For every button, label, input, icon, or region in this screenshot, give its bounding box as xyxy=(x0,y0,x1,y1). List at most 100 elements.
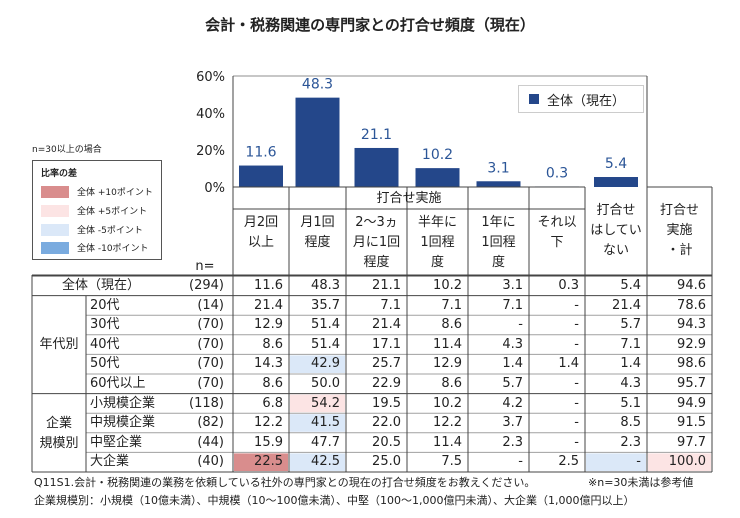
table-cell: 5.7 xyxy=(620,317,641,333)
table-cell: 12.9 xyxy=(254,317,283,333)
table-cell: 10.2 xyxy=(433,278,462,293)
bar-value-label: 10.2 xyxy=(422,147,453,163)
table-cell: 7.5 xyxy=(441,454,462,470)
table-cell: 94.3 xyxy=(677,317,706,333)
table-cell: 25.7 xyxy=(372,356,401,372)
table-cell: 41.5 xyxy=(311,415,340,431)
table-cell: 17.1 xyxy=(372,336,401,352)
table-cell: 94.9 xyxy=(677,395,706,411)
bar-value-label: 0.3 xyxy=(546,165,568,181)
table-cell: 6.8 xyxy=(262,395,283,411)
legend-swatch xyxy=(529,94,539,104)
table-cell: 8.5 xyxy=(620,415,641,431)
table-cell: 20.5 xyxy=(372,434,401,450)
swatch-minus5 xyxy=(41,223,69,236)
column-header: ない xyxy=(602,243,629,258)
table-cell: 3.1 xyxy=(502,278,523,293)
table-cell: - xyxy=(574,415,579,431)
bar xyxy=(415,168,460,187)
table-cell: - xyxy=(518,454,523,470)
table-cell: 1.4 xyxy=(558,356,579,372)
table-cell: 47.7 xyxy=(311,434,340,450)
highlight-cell xyxy=(234,453,288,471)
table-cell: 51.4 xyxy=(311,317,340,333)
table-cell: 22.9 xyxy=(372,376,401,391)
table-cell: 11.6 xyxy=(254,278,283,293)
company-size-footnote: 企業規模別：小規模（10億未満）、中規模（10～100億未満）、中堅（100～1… xyxy=(34,494,635,507)
table-cell: 35.7 xyxy=(311,297,340,313)
table-cell: 7.1 xyxy=(441,297,462,313)
table-cell: 8.6 xyxy=(441,376,462,391)
difference-legend-item: 全体 +10ポイント xyxy=(41,185,153,198)
bar-value-label: 11.6 xyxy=(245,145,276,161)
table-cell: 14.3 xyxy=(254,356,283,372)
row-n: (40) xyxy=(197,454,224,470)
column-header: 1年に xyxy=(481,215,516,230)
row-n: (294) xyxy=(189,278,224,293)
column-header: それ以 xyxy=(537,215,577,230)
swatch-minus10 xyxy=(41,241,69,254)
column-header: 打合せ xyxy=(596,203,636,218)
table-cell: - xyxy=(574,376,579,391)
column-header: 程度 xyxy=(363,255,390,270)
y-tick-label: 20% xyxy=(196,144,225,159)
table-cell: 78.6 xyxy=(677,297,706,313)
table-cell: - xyxy=(574,317,579,333)
row-n: (82) xyxy=(197,415,224,431)
bar-value-label: 48.3 xyxy=(302,77,333,93)
row-label: 中堅企業 xyxy=(90,434,143,450)
table-cell: 11.4 xyxy=(433,434,462,450)
difference-legend-label: 全体 +10ポイント xyxy=(77,188,153,198)
difference-legend-item: 全体 -5ポイント xyxy=(41,223,143,236)
bar xyxy=(354,147,399,187)
column-header: 2～3ヵ xyxy=(355,215,398,230)
y-tick-label: 0% xyxy=(204,181,225,196)
table-cell: - xyxy=(636,454,641,470)
row-label: 40代 xyxy=(90,336,120,352)
table-cell: 97.7 xyxy=(677,434,706,450)
table-cell: 0.3 xyxy=(558,278,579,293)
highlight-cell xyxy=(290,355,345,373)
table-cell: 2.3 xyxy=(620,434,641,450)
table-cell: 21.1 xyxy=(372,278,401,293)
table-cell: 8.6 xyxy=(441,317,462,333)
column-header: ・計 xyxy=(666,243,693,258)
table-cell: 15.9 xyxy=(254,434,283,450)
table-cell: 2.3 xyxy=(502,434,523,450)
highlight-cell xyxy=(648,453,711,471)
table-cell: 100.0 xyxy=(668,454,706,470)
table-cell: 5.1 xyxy=(620,395,641,411)
y-tick-label: 40% xyxy=(196,107,225,122)
question-footnote: Q11S1.会計・税務関連の業務を依頼している社外の専門家との現在の打合せ頻度を… xyxy=(34,476,536,489)
table-cell: 2.5 xyxy=(558,454,579,470)
table-cell: 21.4 xyxy=(372,317,401,333)
row-label: 20代 xyxy=(90,297,120,313)
highlight-cell xyxy=(290,414,345,432)
row-n: (70) xyxy=(197,336,224,352)
table-cell: 42.5 xyxy=(311,454,340,470)
difference-legend-item: 全体 -10ポイント xyxy=(41,241,149,254)
legend-label: 全体（現在） xyxy=(547,93,626,109)
table-cell: 22.5 xyxy=(254,454,283,470)
bar xyxy=(476,181,521,187)
difference-legend-label: 全体 +5ポイント xyxy=(77,207,148,217)
table-cell: 92.9 xyxy=(677,336,706,352)
table-cell: 4.3 xyxy=(620,376,641,391)
table-cell: 4.3 xyxy=(502,336,523,352)
table-cell: 51.4 xyxy=(311,336,340,352)
column-header: 度 xyxy=(430,255,444,270)
table-cell: 1.4 xyxy=(502,356,523,372)
row-label: 中規模企業 xyxy=(90,415,156,431)
difference-legend-item: 全体 +5ポイント xyxy=(41,204,147,217)
column-header: 下 xyxy=(550,235,564,250)
row-group-label: 年代別 xyxy=(39,336,79,352)
swatch-plus5 xyxy=(41,204,69,217)
column-header: 月2回 xyxy=(243,215,279,230)
table-cell: 4.2 xyxy=(502,395,523,411)
min-sample-note: n=30以上の場合 xyxy=(32,145,102,155)
table-cell: 50.0 xyxy=(311,376,340,391)
table-cell: 54.2 xyxy=(311,395,340,411)
table-cell: 12.9 xyxy=(433,356,462,372)
group-header: 打合せ実施 xyxy=(376,191,442,206)
